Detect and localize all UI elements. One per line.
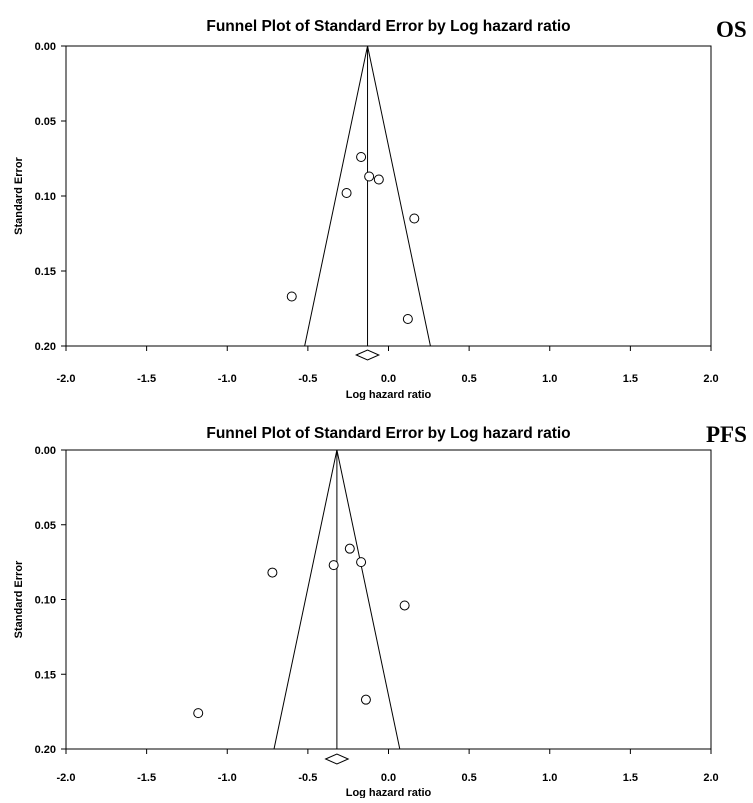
study-point bbox=[373, 174, 384, 185]
funnel-plot-os-svg: Funnel Plot of Standard Error by Log haz… bbox=[13, 17, 747, 401]
study-point bbox=[364, 171, 375, 182]
x-tick-label: 1.5 bbox=[623, 373, 638, 385]
study-point bbox=[360, 694, 371, 705]
funnel-right-boundary bbox=[367, 45, 431, 347]
x-tick-label: -0.5 bbox=[298, 373, 317, 385]
study-point bbox=[267, 567, 278, 578]
funnel-right-boundary bbox=[336, 449, 401, 750]
x-tick-label: 0.0 bbox=[381, 772, 396, 784]
y-tick-label: 0.00 bbox=[35, 445, 56, 457]
funnel-plot-pfs: Funnel Plot of Standard Error by Log haz… bbox=[0, 405, 753, 799]
x-axis-label: Log hazard ratio bbox=[346, 787, 432, 798]
panel-tag: OS bbox=[716, 17, 747, 42]
plot-frame bbox=[65, 45, 712, 347]
x-tick-label: -1.0 bbox=[218, 373, 237, 385]
y-axis-label: Standard Error bbox=[13, 560, 25, 638]
y-tick-label: 0.05 bbox=[35, 520, 56, 532]
y-tick-label: 0.15 bbox=[35, 266, 56, 278]
y-tick-label: 0.20 bbox=[35, 744, 56, 756]
study-point bbox=[341, 188, 352, 198]
x-tick-label: 1.0 bbox=[542, 373, 557, 385]
y-tick-label: 0.10 bbox=[35, 595, 56, 607]
x-tick-label: 1.5 bbox=[623, 772, 638, 784]
x-tick-label: -1.5 bbox=[137, 373, 156, 385]
study-point bbox=[356, 557, 367, 568]
study-point bbox=[399, 600, 410, 611]
study-point bbox=[328, 560, 339, 571]
y-axis-label: Standard Error bbox=[13, 156, 25, 234]
x-tick-label: -1.5 bbox=[137, 772, 156, 784]
panel-tag: PFS bbox=[706, 422, 747, 447]
study-point bbox=[193, 708, 204, 719]
study-point bbox=[344, 543, 355, 554]
summary-diamond bbox=[324, 753, 350, 765]
funnel-left-boundary bbox=[273, 449, 338, 750]
study-point bbox=[402, 314, 413, 324]
chart-title: Funnel Plot of Standard Error by Log haz… bbox=[206, 18, 570, 35]
summary-diamond bbox=[355, 349, 381, 361]
x-tick-label: -1.0 bbox=[218, 772, 237, 784]
y-tick-label: 0.05 bbox=[35, 116, 56, 128]
y-tick-label: 0.00 bbox=[35, 41, 56, 53]
study-point bbox=[356, 152, 367, 162]
funnel-plot-pfs-svg: Funnel Plot of Standard Error by Log haz… bbox=[13, 422, 747, 799]
study-point bbox=[286, 291, 297, 302]
x-tick-label: -0.5 bbox=[298, 772, 317, 784]
x-tick-label: 0.5 bbox=[461, 373, 476, 385]
y-tick-label: 0.10 bbox=[35, 191, 56, 203]
plot-frame bbox=[65, 449, 712, 750]
y-tick-label: 0.15 bbox=[35, 669, 56, 681]
x-tick-label: -2.0 bbox=[57, 772, 76, 784]
chart-title: Funnel Plot of Standard Error by Log haz… bbox=[206, 425, 570, 442]
x-tick-label: 2.0 bbox=[703, 373, 718, 385]
x-tick-label: 1.0 bbox=[542, 772, 557, 784]
funnel-plot-os: Funnel Plot of Standard Error by Log haz… bbox=[0, 0, 753, 401]
x-axis-label: Log hazard ratio bbox=[346, 389, 432, 400]
y-tick-label: 0.20 bbox=[35, 341, 56, 353]
x-tick-label: -2.0 bbox=[57, 373, 76, 385]
x-tick-label: 0.5 bbox=[461, 772, 476, 784]
funnel-left-boundary bbox=[304, 45, 369, 347]
study-point bbox=[409, 213, 420, 224]
x-tick-label: 2.0 bbox=[703, 772, 718, 784]
x-tick-label: 0.0 bbox=[381, 373, 396, 385]
